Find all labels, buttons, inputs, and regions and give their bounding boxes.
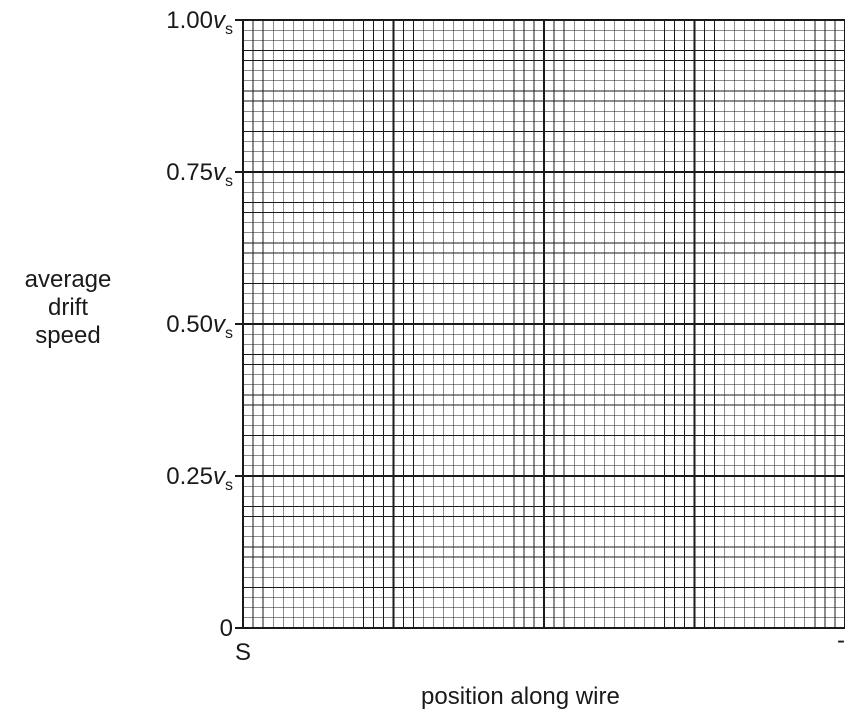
y-tick-label: 0.75vs — [166, 159, 233, 190]
ylabel-line-3: speed — [35, 322, 101, 349]
x-start-label: S — [235, 639, 251, 666]
y-ticks — [235, 19, 243, 629]
x-end-label: - — [837, 627, 845, 654]
y-tick-labels: 0 0.25vs 0.50vs 0.75vs 1.00vs — [166, 7, 233, 642]
y-tick-label: 0 — [220, 615, 233, 642]
y-tick-label: 0.25vs — [166, 463, 233, 494]
ylabel-line-1: average — [24, 266, 112, 293]
y-tick-label: 0.50vs — [166, 311, 233, 342]
y-tick-label: 1.00vs — [166, 7, 233, 38]
ylabel-line-2: drift — [47, 294, 88, 321]
x-axis-label: position along wire — [421, 683, 620, 710]
x-end-labels: S- — [235, 627, 845, 666]
